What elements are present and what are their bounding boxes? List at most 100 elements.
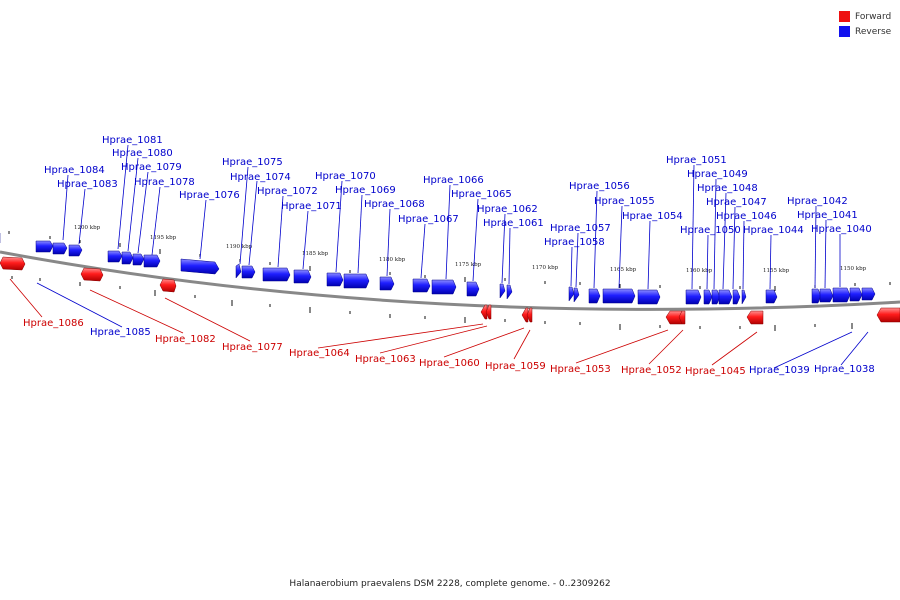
scale-label: 1195 kbp — [150, 235, 177, 241]
scale-label: 1180 kbp — [379, 257, 406, 263]
reverse-feature[interactable] — [861, 287, 876, 301]
forward-feature[interactable] — [521, 307, 529, 323]
reverse-features — [0, 232, 876, 305]
reverse-leaders — [36, 144, 869, 369]
scale-label: 1155 kbp — [763, 268, 790, 274]
scale-label: 1150 kbp — [840, 266, 867, 272]
genome-caption: Halanaerobium praevalens DSM 2228, compl… — [289, 579, 611, 589]
reverse-feature[interactable] — [326, 272, 344, 287]
gene-label: Hprae_1083 — [57, 179, 118, 190]
gene-label: Hprae_1054 — [622, 211, 683, 222]
reverse-feature[interactable] — [132, 253, 145, 266]
gene-label: Hprae_1047 — [706, 197, 767, 208]
gene-label: Hprae_1046 — [716, 211, 777, 222]
forward-feature[interactable] — [746, 310, 764, 325]
scale-label: 1170 kbp — [532, 265, 559, 271]
reverse-feature[interactable] — [685, 289, 702, 305]
gene-label: Hprae_1062 — [477, 204, 538, 215]
reverse-feature[interactable] — [379, 276, 395, 291]
forward-feature[interactable] — [485, 304, 492, 320]
reverse-feature[interactable] — [849, 287, 863, 302]
reverse-feature[interactable] — [293, 269, 312, 284]
tick-marks-lower — [11, 276, 853, 331]
reverse-feature[interactable] — [241, 265, 256, 279]
gene-label: Hprae_1049 — [687, 169, 748, 180]
reverse-feature[interactable] — [819, 288, 834, 303]
gene-label: Hprae_1080 — [112, 148, 173, 159]
reverse-feature[interactable] — [431, 279, 457, 295]
gene-label: Hprae_1071 — [281, 201, 342, 212]
reverse-feature[interactable] — [262, 267, 291, 282]
reverse-feature[interactable] — [412, 278, 431, 293]
gene-label: Hprae_1070 — [315, 171, 376, 182]
reverse-feature[interactable] — [68, 244, 83, 257]
gene-label: Hprae_1061 — [483, 218, 544, 229]
forward-leaders — [9, 278, 758, 366]
reverse-feature[interactable] — [568, 286, 575, 302]
genome-backbone — [0, 250, 900, 311]
forward-feature[interactable] — [876, 307, 900, 323]
forward-feature[interactable] — [159, 278, 177, 293]
reverse-feature[interactable] — [466, 281, 480, 297]
forward-feature[interactable] — [665, 310, 683, 325]
gene-label: Hprae_1038 — [814, 364, 875, 375]
reverse-feature[interactable] — [703, 289, 713, 305]
legend-reverse-label: Reverse — [855, 26, 892, 37]
reverse-feature[interactable] — [811, 288, 822, 304]
gene-label: Hprae_1040 — [811, 224, 872, 235]
gene-label: Hprae_1068 — [364, 199, 425, 210]
reverse-feature[interactable] — [343, 273, 370, 289]
reverse-feature[interactable] — [121, 251, 134, 265]
scale-label: 1175 kbp — [455, 262, 482, 268]
legend-forward-label: Forward — [855, 11, 892, 22]
gene-label: Hprae_1065 — [451, 189, 512, 200]
forward-feature[interactable] — [526, 307, 533, 323]
forward-feature[interactable] — [0, 256, 26, 271]
gene-label: Hprae_1044 — [743, 225, 804, 236]
reverse-feature[interactable] — [573, 287, 580, 303]
gene-label: Hprae_1085 — [90, 327, 151, 338]
gene-label: Hprae_1055 — [594, 196, 655, 207]
reverse-feature[interactable] — [832, 287, 851, 303]
reverse-feature[interactable] — [711, 289, 721, 305]
gene-label: Hprae_1069 — [335, 185, 396, 196]
forward-feature[interactable] — [678, 310, 686, 325]
gene-label: Hprae_1050 — [680, 225, 741, 236]
gene-label: Hprae_1082 — [155, 334, 216, 345]
forward-swatch — [839, 11, 850, 22]
gene-label: Hprae_1079 — [121, 162, 182, 173]
reverse-feature[interactable] — [35, 240, 54, 253]
gene-label: Hprae_1078 — [134, 177, 195, 188]
gene-label: Hprae_1064 — [289, 348, 350, 359]
reverse-feature[interactable] — [143, 254, 161, 268]
reverse-feature[interactable] — [52, 242, 68, 255]
gene-label: Hprae_1060 — [419, 358, 480, 369]
gene-label: Hprae_1063 — [355, 354, 416, 365]
reverse-feature[interactable] — [107, 250, 123, 263]
reverse-feature[interactable] — [602, 288, 636, 304]
reverse-feature[interactable] — [765, 289, 778, 304]
reverse-feature[interactable] — [506, 284, 513, 300]
reverse-feature[interactable] — [588, 288, 601, 304]
reverse-feature[interactable] — [732, 289, 741, 305]
reverse-feature[interactable] — [741, 289, 747, 305]
gene-label: Hprae_1081 — [102, 135, 163, 146]
scale-label: 1200 kbp — [74, 225, 101, 231]
reverse-feature[interactable] — [235, 263, 242, 279]
gene-label: Hprae_1048 — [697, 183, 758, 194]
reverse-feature[interactable] — [637, 289, 661, 305]
gene-label: Hprae_1057 — [550, 223, 611, 234]
legend-reverse: Reverse — [839, 24, 891, 39]
forward-features — [0, 256, 900, 325]
reverse-feature[interactable] — [499, 283, 506, 299]
reverse-feature[interactable] — [718, 289, 733, 305]
gene-label: Hprae_1053 — [550, 364, 611, 375]
scale-label: 1190 kbp — [226, 244, 253, 250]
gene-label: Hprae_1067 — [398, 214, 459, 225]
forward-feature[interactable] — [80, 267, 104, 282]
forward-feature[interactable] — [480, 304, 488, 320]
gene-label: Hprae_1077 — [222, 342, 283, 353]
reverse-feature[interactable] — [180, 258, 220, 275]
gene-label: Hprae_1041 — [797, 210, 858, 221]
